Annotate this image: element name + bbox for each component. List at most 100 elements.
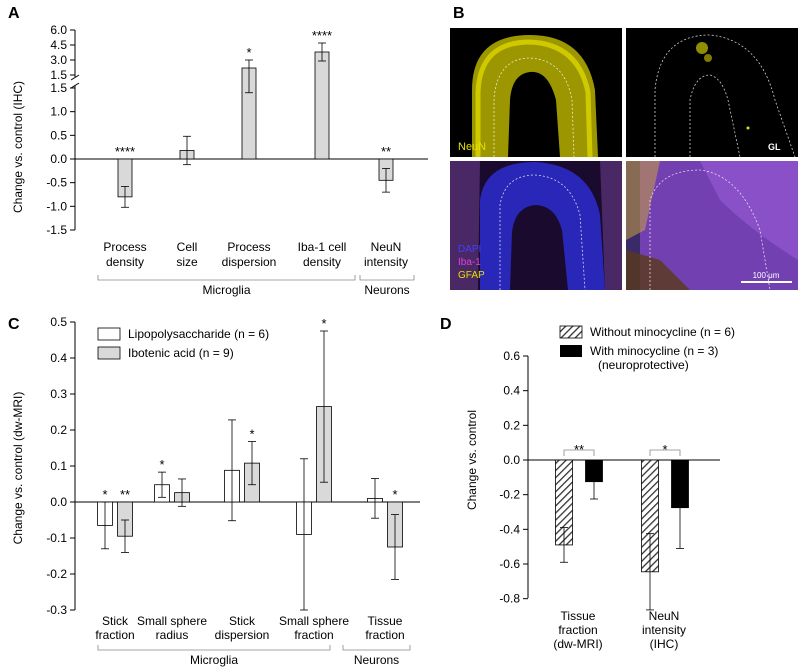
comparison-bracket	[563, 449, 595, 456]
x-tick-label: Iba-1 cell	[298, 240, 347, 254]
y-axis-label-d: Change vs. control	[465, 410, 479, 510]
y-tick-label: 1.5	[50, 68, 67, 82]
bars-d: ** *	[555, 442, 689, 611]
y-tick-label: 0.0	[503, 453, 520, 467]
group-bracket	[342, 645, 411, 651]
legend-label-with: With minocycline (n = 3)	[590, 344, 718, 358]
legend-swatch-with	[560, 345, 582, 357]
gfap-channel-label: GFAP	[458, 270, 485, 281]
y-tick-label: 0.4	[503, 384, 520, 398]
y-tick-label: -0.2	[499, 488, 520, 502]
group-label: Microglia	[190, 653, 238, 667]
y-tick-label: 0.3	[50, 387, 67, 401]
y-tick-label: -0.8	[499, 592, 520, 606]
significance-marker: *	[102, 487, 107, 502]
y-tick-label: 3.0	[50, 53, 67, 67]
bar-iba-1-cell-density	[314, 51, 330, 160]
significance-marker: *	[249, 427, 254, 442]
panel-letter-c: C	[8, 316, 20, 333]
legend-label-lps: Lipopolysaccharide (n = 6)	[128, 327, 269, 341]
panel-letter-a: A	[8, 5, 20, 22]
gl-label: GL	[768, 142, 781, 152]
legend-label-neuroprotective: (neuroprotective)	[598, 358, 689, 372]
x-tick-label: NeuN	[371, 240, 402, 254]
axes-c: 0.5 0.4 0.3 0.2 0.1 0.0 -0.1 -0.2 -0.3	[46, 315, 420, 617]
x-tick-label: (dw-MRI)	[553, 637, 602, 651]
comparison-bracket	[649, 449, 681, 456]
x-tick-label: NeuN	[649, 609, 680, 623]
group-label: Microglia	[202, 283, 250, 297]
x-tick-label: fraction	[294, 628, 333, 642]
y-tick-label: 0.2	[50, 423, 67, 437]
x-tick-label: (IHC)	[650, 637, 679, 651]
y-tick-label: -1.0	[46, 199, 67, 213]
iba1-channel-label: Iba-1	[458, 257, 481, 268]
group-label: Neurons	[364, 283, 409, 297]
neun-channel-label: NeuN	[458, 141, 486, 153]
y-tick-label: 1.5	[50, 81, 67, 95]
panel-letter-b: B	[453, 5, 465, 22]
micrograph-neun-lesion: GL	[626, 28, 798, 158]
x-tick-label: fraction	[558, 623, 597, 637]
x-tick-label: Stick	[229, 614, 256, 628]
y-tick-label: 0.0	[50, 152, 67, 166]
legend-swatch-ibotenic	[97, 346, 121, 360]
group-bracket	[97, 645, 331, 651]
x-tick-label: dispersion	[222, 255, 277, 269]
x-tick-label: dispersion	[215, 628, 270, 642]
panel-letter-d: D	[440, 316, 452, 333]
significance-marker: *	[246, 45, 251, 60]
x-tick-label: radius	[156, 628, 189, 642]
panel-a: A Change vs. control (IHC) 6.04.53.01.51…	[8, 5, 428, 297]
group-bracket	[97, 275, 356, 281]
legend-label-without: Without minocycline (n = 6)	[590, 325, 735, 339]
x-labels-a: ProcessdensityCellsizeProcessdispersionI…	[97, 240, 415, 297]
x-tick-label: Tissue	[368, 614, 403, 628]
significance-marker: **	[381, 144, 391, 159]
bars-a: ***********	[115, 28, 394, 208]
y-tick-label: 0.5	[50, 128, 67, 142]
y-tick-label: 0.0	[50, 495, 67, 509]
y-tick-label: -0.3	[46, 603, 67, 617]
significance-marker: ****	[312, 28, 332, 43]
scale-bar-label: 100 μm	[753, 271, 780, 280]
significance-marker: *	[392, 487, 397, 502]
x-tick-label: Process	[103, 240, 146, 254]
y-axis-label-a: Change vs. control (IHC)	[11, 81, 25, 213]
y-tick-label: -0.4	[499, 522, 520, 536]
significance-marker: **	[120, 487, 130, 502]
y-tick-label: -1.5	[46, 223, 67, 237]
y-tick-label: 6.0	[50, 23, 67, 37]
x-tick-label: Small sphere	[137, 614, 207, 628]
significance-marker: *	[159, 457, 164, 472]
y-tick-label: 4.5	[50, 38, 67, 52]
dapi-channel-label: DAPI	[458, 244, 481, 255]
panel-b: B NeuN GL DAPI Iba-1 GFAP	[450, 5, 798, 291]
legend-d: Without minocycline (n = 6) With minocyc…	[559, 325, 735, 372]
y-tick-label: -0.1	[46, 531, 67, 545]
x-tick-label: intensity	[642, 623, 686, 637]
legend-swatch-without	[559, 325, 583, 339]
bars-c: *******	[97, 316, 403, 611]
y-tick-label: 0.4	[50, 351, 67, 365]
significance-marker: *	[321, 316, 326, 331]
y-tick-label: -0.6	[499, 557, 520, 571]
x-tick-label: size	[176, 255, 198, 269]
y-tick-label: 0.5	[50, 315, 67, 329]
x-tick-label: Tissue	[561, 609, 596, 623]
axes-d: 0.6 0.4 0.2 0.0 -0.2 -0.4 -0.6 -0.8	[499, 349, 720, 606]
y-axis-label-c: Change vs. control (dw-MRI)	[11, 392, 25, 545]
x-tick-label: Process	[227, 240, 270, 254]
x-tick-label: fraction	[365, 628, 404, 642]
y-tick-label: -0.2	[46, 567, 67, 581]
x-tick-label: fraction	[95, 628, 134, 642]
y-tick-label: -0.5	[46, 176, 67, 190]
significance-marker: ****	[115, 144, 135, 159]
x-tick-label: Stick	[102, 614, 129, 628]
legend-label-ibotenic: Ibotenic acid (n = 9)	[128, 346, 234, 360]
micrograph-dapi-iba1-gfap-lesion: 100 μm	[626, 161, 798, 291]
axis-break-mark	[70, 82, 80, 89]
